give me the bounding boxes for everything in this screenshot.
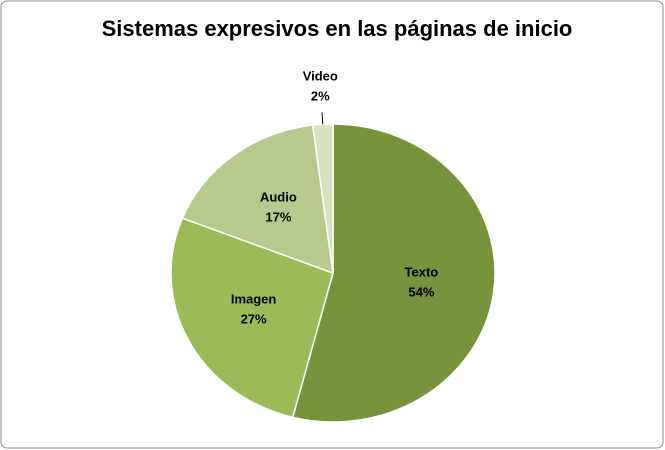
slice-label: Audio — [260, 190, 297, 205]
slice-value-label: 54% — [408, 285, 434, 300]
slice-value-label: 17% — [265, 210, 291, 225]
pie-slice — [311, 123, 334, 274]
slice-value-label: 27% — [241, 312, 267, 327]
leader-line — [321, 112, 324, 125]
slice-label: Texto — [405, 265, 439, 280]
pie-slice — [291, 123, 496, 423]
pie-slice — [181, 124, 334, 275]
pie-slice — [170, 217, 334, 419]
slice-label: Imagen — [231, 292, 277, 307]
slice-label: Video — [303, 69, 338, 84]
slice-value-label: 2% — [311, 89, 330, 104]
chart-title: Sistemas expresivos en las páginas de in… — [102, 16, 573, 41]
